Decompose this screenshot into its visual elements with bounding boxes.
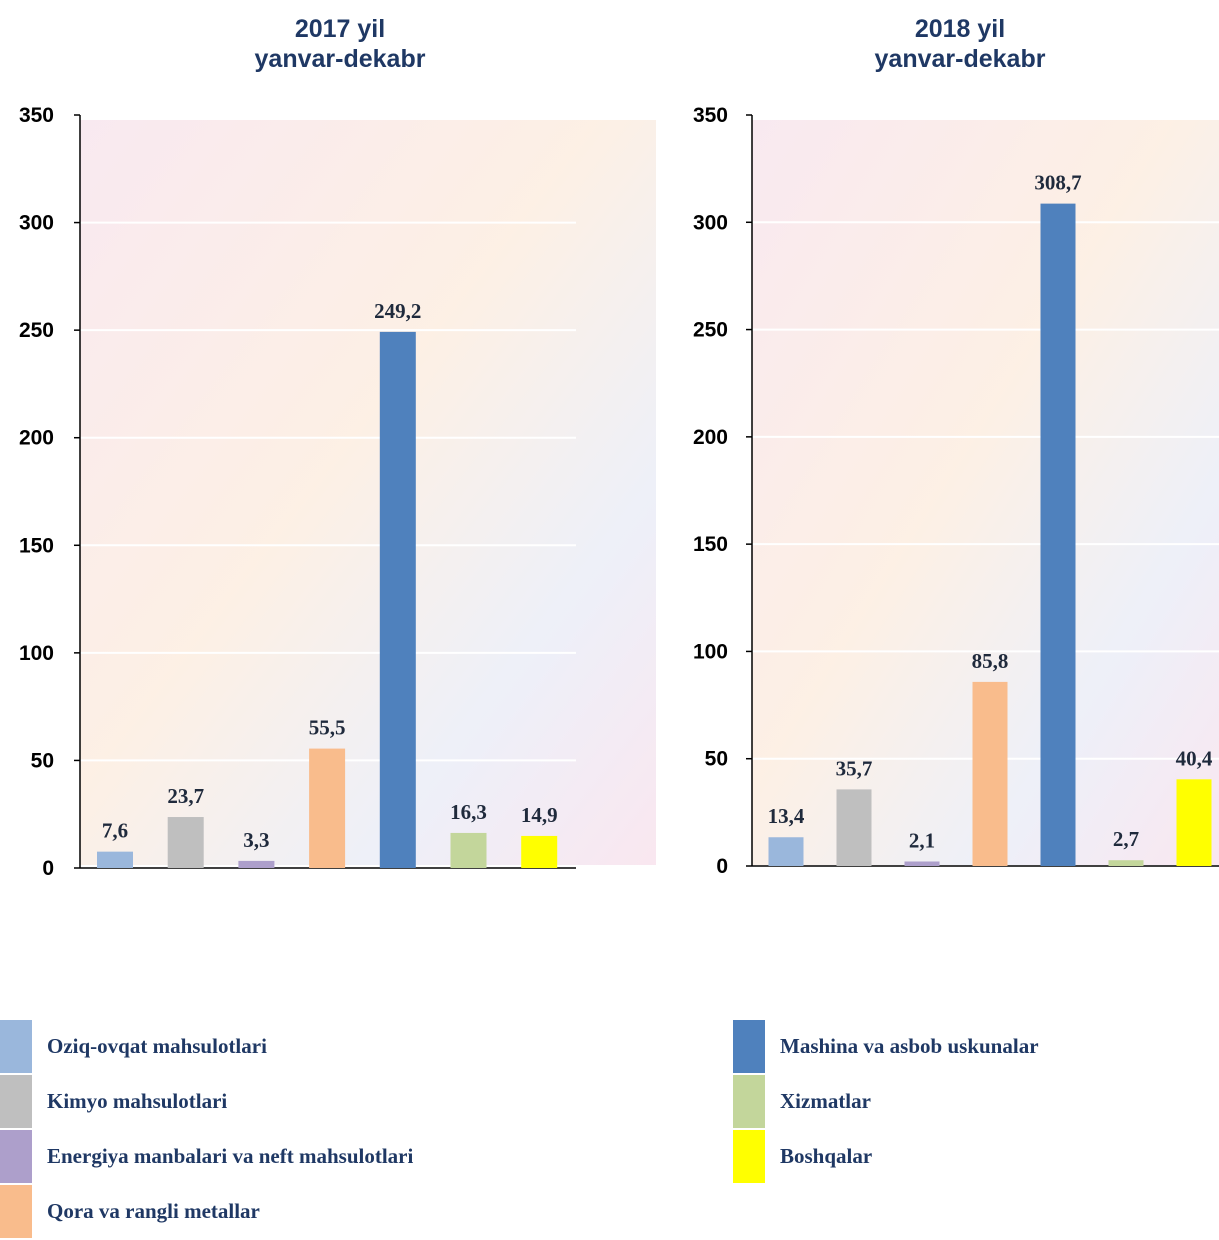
legend-swatch bbox=[0, 1020, 32, 1073]
data-label-5: 2,7 bbox=[1113, 827, 1139, 851]
y-tick-label: 150 bbox=[693, 533, 728, 556]
y-tick-label: 200 bbox=[693, 426, 728, 449]
bar-1 bbox=[836, 789, 872, 866]
chart-title-line-2: yanvar-dekabr bbox=[254, 45, 426, 73]
bar-5 bbox=[450, 832, 487, 868]
legend-swatch bbox=[733, 1130, 765, 1183]
data-label-4: 308,7 bbox=[1034, 171, 1081, 195]
y-tick-label: 50 bbox=[705, 748, 728, 771]
data-label-2: 3,3 bbox=[243, 828, 269, 852]
y-tick-label: 100 bbox=[19, 642, 54, 665]
data-label-5: 16,3 bbox=[450, 800, 487, 824]
legend-swatch bbox=[733, 1020, 765, 1073]
legend-swatch bbox=[0, 1075, 32, 1128]
data-label-3: 55,5 bbox=[309, 716, 346, 740]
y-tick-label: 300 bbox=[693, 211, 728, 234]
chart-title-line-2: yanvar-dekabr bbox=[874, 45, 1046, 73]
bar-4 bbox=[1040, 203, 1076, 867]
data-label-1: 35,7 bbox=[836, 756, 873, 780]
data-label-6: 40,4 bbox=[1176, 746, 1213, 770]
bar-3 bbox=[972, 681, 1008, 866]
chart-2018: 2018 yil yanvar-dekabr 0 50 100 150 200 250 30… bbox=[610, 0, 1219, 900]
y-tick-label: 250 bbox=[693, 319, 728, 342]
chart-title-line-1: 2017 yil bbox=[294, 15, 386, 43]
map-background bbox=[80, 120, 656, 865]
data-label-0: 7,6 bbox=[102, 819, 128, 843]
legend-swatch bbox=[0, 1130, 32, 1183]
chart-title-line-1: 2018 yil bbox=[914, 15, 1006, 43]
y-tick-label: 100 bbox=[693, 640, 728, 663]
data-label-2: 2,1 bbox=[909, 828, 935, 852]
y-tick-label: 0 bbox=[716, 855, 728, 878]
legend-label: Oziq-ovqat mahsulotlari bbox=[47, 1034, 267, 1058]
bar-plot-2017: 0 50 100 150 200 250 300 350 7,6 23,7 3,3 55,5 249,2… bbox=[19, 104, 656, 880]
y-tick-label: 250 bbox=[19, 319, 54, 342]
y-tick-label: 50 bbox=[31, 749, 54, 772]
data-label-4: 249,2 bbox=[374, 299, 421, 323]
legend-label: Mashina va asbob uskunalar bbox=[780, 1034, 1039, 1058]
y-tick-label: 150 bbox=[19, 534, 54, 557]
legend-label: Boshqalar bbox=[780, 1144, 873, 1168]
data-label-3: 85,8 bbox=[972, 649, 1009, 673]
y-tick-label: 200 bbox=[19, 427, 54, 450]
bar-2 bbox=[238, 860, 275, 868]
bar-5 bbox=[1108, 860, 1144, 866]
bar-plot-2018: 0 50 100 150 200 250 300 350 13,4 35,7 2,1 85,8 308,… bbox=[693, 104, 1219, 878]
legend-label: Energiya manbalari va neft mahsulotlari bbox=[47, 1144, 414, 1168]
legend-label: Kimyo mahsulotlari bbox=[47, 1089, 228, 1113]
legend-label: Qora va rangli metallar bbox=[47, 1199, 260, 1223]
data-label-1: 23,7 bbox=[167, 784, 204, 808]
bar-2 bbox=[904, 861, 940, 866]
bar-0 bbox=[768, 837, 804, 866]
legend-label: Xizmatlar bbox=[780, 1089, 871, 1113]
legend-swatch bbox=[0, 1185, 32, 1238]
bar-1 bbox=[167, 817, 204, 868]
chart-title: 2018 yil yanvar-dekabr bbox=[650, 14, 1219, 74]
y-tick-label: 0 bbox=[42, 857, 54, 880]
bar-0 bbox=[97, 851, 133, 868]
data-label-0: 13,4 bbox=[768, 804, 805, 828]
bar-6 bbox=[1176, 779, 1212, 866]
bar-4 bbox=[379, 331, 416, 868]
data-label-6: 14,9 bbox=[521, 803, 558, 827]
y-tick-label: 300 bbox=[19, 212, 54, 235]
chart-title: 2017 yil yanvar-dekabr bbox=[40, 14, 640, 74]
legend-swatch bbox=[733, 1075, 765, 1128]
bar-3 bbox=[309, 748, 346, 868]
y-tick-label: 350 bbox=[693, 104, 728, 127]
chart-2017: 2017 yil yanvar-dekabr 0 50 100 150 200 250 30… bbox=[0, 0, 656, 900]
bar-6 bbox=[521, 835, 558, 868]
y-tick-label: 350 bbox=[19, 104, 54, 127]
